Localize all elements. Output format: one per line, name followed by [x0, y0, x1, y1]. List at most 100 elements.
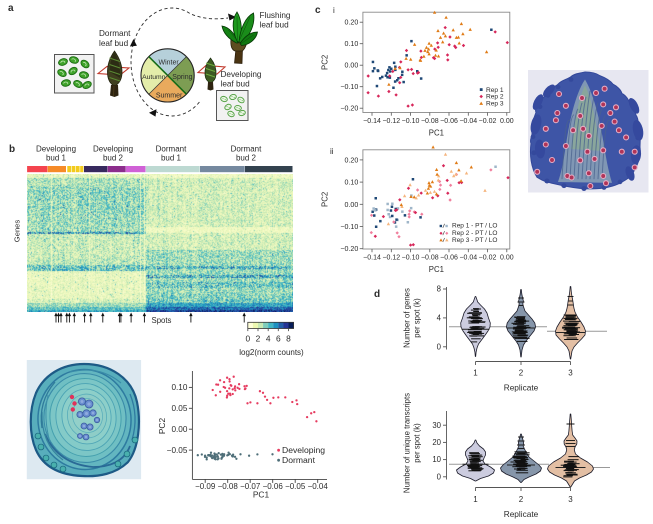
svg-text:−0.10: −0.10 — [402, 254, 420, 261]
svg-text:−0.08: −0.08 — [421, 118, 439, 125]
svg-text:0.10: 0.10 — [344, 179, 358, 187]
svg-text:PC2: PC2 — [321, 192, 330, 207]
svg-text:−0.04: −0.04 — [459, 118, 477, 125]
svg-text:ii: ii — [330, 147, 334, 156]
svg-text:per spot (k): per spot (k) — [413, 298, 422, 338]
svg-text:0.10: 0.10 — [171, 383, 187, 392]
svg-text:bud 2: bud 2 — [103, 154, 124, 163]
svg-text:Rep 1: Rep 1 — [486, 87, 504, 94]
svg-text:Developing: Developing — [36, 145, 76, 154]
svg-text:PC1: PC1 — [429, 265, 444, 274]
svg-text:−0.09: −0.09 — [195, 482, 216, 491]
svg-text:Rep 3: Rep 3 — [486, 101, 504, 108]
svg-text:i: i — [333, 6, 335, 15]
svg-text:Autumn: Autumn — [142, 74, 166, 81]
svg-text:leaf bud: leaf bud — [221, 80, 251, 89]
svg-text:8: 8 — [437, 285, 441, 294]
svg-text:Spots: Spots — [152, 316, 172, 325]
svg-text:0.20: 0.20 — [344, 156, 358, 164]
svg-text:bud 1: bud 1 — [46, 154, 67, 163]
svg-text:−0.14: −0.14 — [363, 254, 381, 261]
svg-text:Developing: Developing — [93, 145, 133, 154]
svg-text:b: b — [9, 144, 15, 155]
svg-text:−0.04: −0.04 — [308, 482, 329, 491]
svg-text:−0.07: −0.07 — [240, 482, 261, 491]
svg-text:Dormant: Dormant — [231, 145, 262, 154]
svg-text:−0.10: −0.10 — [340, 83, 358, 91]
svg-text:−0.08: −0.08 — [421, 254, 439, 261]
svg-text:−0.08: −0.08 — [218, 482, 239, 491]
svg-text:Developing: Developing — [282, 445, 325, 455]
svg-text:Genes: Genes — [13, 220, 22, 243]
svg-text:−0.02: −0.02 — [479, 118, 497, 125]
svg-text:10: 10 — [432, 455, 441, 464]
svg-text:0.05: 0.05 — [171, 404, 187, 413]
svg-text:−0.02: −0.02 — [479, 254, 497, 261]
svg-text:Dormant: Dormant — [282, 455, 316, 465]
svg-text:Dormant: Dormant — [156, 145, 187, 154]
svg-text:Rep 1 - PT / LO: Rep 1 - PT / LO — [452, 223, 497, 230]
svg-text:−0.10: −0.10 — [402, 118, 420, 125]
svg-text:−0.04: −0.04 — [459, 254, 477, 261]
svg-text:PC1: PC1 — [429, 129, 444, 138]
svg-text:PC1: PC1 — [253, 490, 270, 500]
svg-text:−0.12: −0.12 — [382, 118, 400, 125]
svg-text:PC2: PC2 — [321, 55, 330, 70]
svg-text:Replicate: Replicate — [504, 509, 539, 519]
svg-text:−0.10: −0.10 — [340, 223, 358, 231]
svg-text:Dormant: Dormant — [99, 29, 131, 38]
svg-text:2: 2 — [256, 334, 261, 344]
svg-text:1: 1 — [473, 369, 478, 378]
svg-text:0.00: 0.00 — [500, 254, 514, 261]
svg-text:−0.14: −0.14 — [363, 118, 381, 125]
svg-text:2: 2 — [519, 495, 524, 504]
svg-text:2: 2 — [519, 369, 524, 378]
svg-text:8: 8 — [286, 334, 291, 344]
svg-text:Replicate: Replicate — [504, 383, 539, 393]
svg-text:20: 20 — [432, 438, 441, 447]
svg-text:−0.06: −0.06 — [263, 482, 284, 491]
svg-text:Spring: Spring — [172, 74, 192, 81]
svg-text:−0.05: −0.05 — [167, 446, 188, 455]
svg-text:−0.06: −0.06 — [440, 254, 458, 261]
svg-text:PC2: PC2 — [157, 418, 167, 435]
svg-text:Number of genes: Number of genes — [403, 288, 412, 348]
svg-text:30: 30 — [432, 421, 441, 430]
svg-text:4: 4 — [266, 334, 271, 344]
svg-text:−0.20: −0.20 — [340, 105, 358, 113]
svg-text:Developing: Developing — [221, 70, 262, 79]
svg-text:3: 3 — [568, 369, 573, 378]
svg-text:1: 1 — [473, 495, 478, 504]
svg-text:0.00: 0.00 — [171, 425, 187, 434]
svg-text:leaf bud: leaf bud — [99, 39, 129, 48]
svg-text:Rep 2: Rep 2 — [486, 94, 504, 101]
svg-text:leaf bud: leaf bud — [260, 21, 290, 30]
svg-text:4: 4 — [437, 314, 442, 323]
svg-text:Winter: Winter — [158, 60, 179, 67]
svg-text:3: 3 — [568, 495, 573, 504]
svg-text:6: 6 — [276, 334, 281, 344]
svg-text:a: a — [8, 3, 14, 14]
svg-text:bud 2: bud 2 — [236, 154, 257, 163]
svg-text:−0.20: −0.20 — [340, 245, 358, 253]
svg-text:−0.12: −0.12 — [382, 254, 400, 261]
svg-text:bud 1: bud 1 — [161, 154, 182, 163]
svg-text:d: d — [374, 289, 380, 300]
svg-text:−0.06: −0.06 — [440, 118, 458, 125]
svg-text:per spot (k): per spot (k) — [413, 423, 422, 463]
svg-text:0: 0 — [245, 334, 250, 344]
svg-text:c: c — [315, 5, 321, 16]
svg-text:0.00: 0.00 — [344, 201, 358, 209]
svg-text:Flushing: Flushing — [260, 11, 291, 20]
svg-text:Number of unique transcripts: Number of unique transcripts — [403, 393, 412, 493]
svg-text:log2(norm counts): log2(norm counts) — [239, 348, 304, 357]
svg-text:0: 0 — [437, 472, 442, 481]
svg-text:Rep 2 - PT / LO: Rep 2 - PT / LO — [452, 230, 497, 237]
svg-text:0.10: 0.10 — [344, 40, 358, 48]
svg-text:0: 0 — [437, 342, 442, 351]
svg-text:Summer: Summer — [156, 93, 183, 100]
svg-text:0.00: 0.00 — [500, 118, 514, 125]
svg-text:Rep 3 - PT / LO: Rep 3 - PT / LO — [452, 237, 497, 244]
svg-text:0.20: 0.20 — [344, 19, 358, 27]
svg-text:0.00: 0.00 — [344, 62, 358, 70]
